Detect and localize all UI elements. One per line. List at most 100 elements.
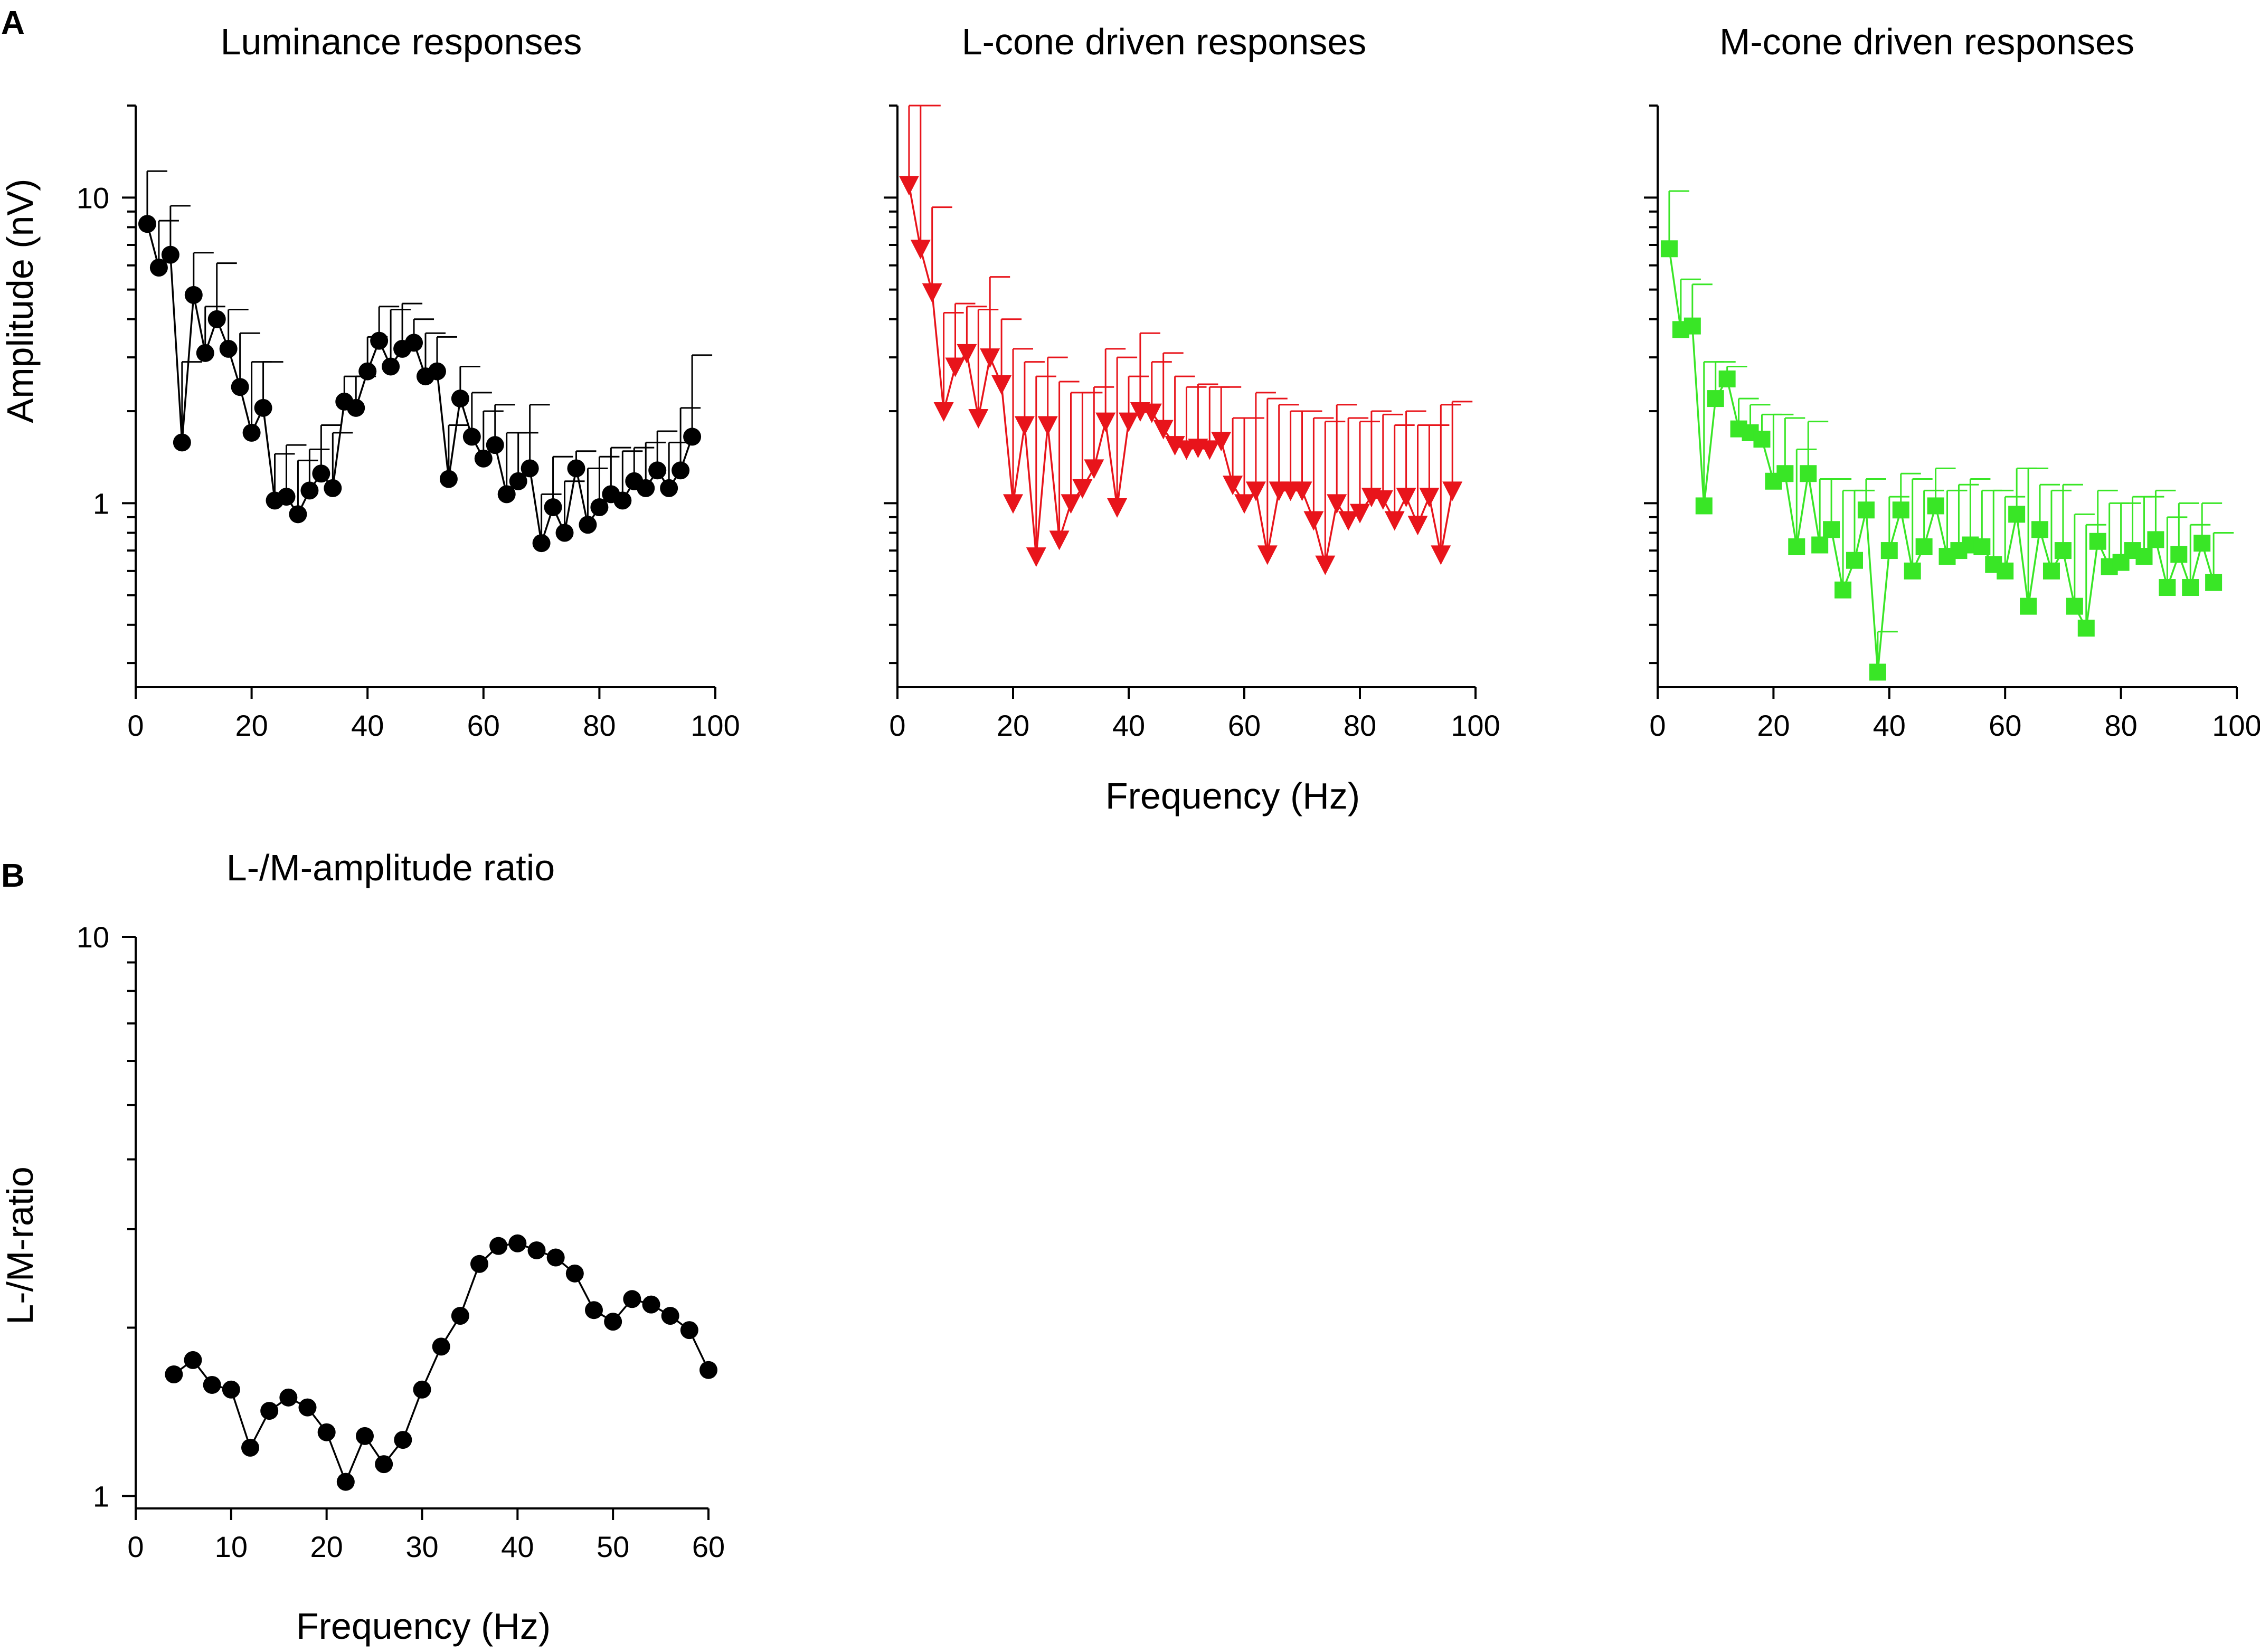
data-point-m-cone — [2077, 620, 2095, 637]
data-point-l-cone — [1384, 511, 1405, 531]
data-point-ratio — [604, 1313, 622, 1331]
x-tick-label-luminance: 0 — [127, 709, 144, 742]
data-point-luminance — [184, 286, 203, 304]
data-point-ratio — [585, 1301, 603, 1319]
data-point-l-cone — [991, 375, 1012, 395]
data-point-ratio — [375, 1455, 393, 1474]
x-tick-label-ratio: 10 — [215, 1530, 248, 1563]
x-tick-label-m-cone: 100 — [2212, 709, 2260, 742]
data-point-ratio — [623, 1290, 641, 1308]
data-point-m-cone — [2089, 533, 2106, 550]
data-point-m-cone — [1835, 581, 1852, 599]
data-point-ratio — [699, 1361, 717, 1379]
data-point-luminance — [358, 362, 377, 381]
data-point-l-cone — [1407, 516, 1428, 536]
data-point-luminance — [439, 470, 458, 488]
data-point-m-cone — [1880, 542, 1898, 559]
x-tick-label-luminance: 40 — [351, 709, 384, 742]
data-point-l-cone — [922, 283, 942, 303]
series-line-m-cone — [1668, 249, 2215, 672]
data-point-luminance — [138, 215, 156, 233]
data-point-m-cone — [1776, 465, 1794, 482]
data-point-m-cone — [1753, 431, 1771, 448]
data-point-m-cone — [2020, 597, 2037, 615]
chart-l-cone: L-cone driven responses 0 20 40 60 80 100 — [884, 21, 1500, 742]
data-point-l-cone — [1234, 494, 1254, 514]
data-point-m-cone — [1660, 240, 1678, 258]
chart-title-ratio: L-/M-amplitude ratio — [226, 847, 555, 888]
data-point-ratio — [451, 1307, 469, 1325]
data-point-l-cone — [1350, 504, 1370, 524]
data-point-ratio — [546, 1248, 565, 1267]
data-point-l-cone — [1153, 420, 1174, 440]
data-point-ratio — [356, 1427, 374, 1445]
data-point-ratio — [413, 1380, 431, 1399]
data-point-m-cone — [1707, 390, 1724, 407]
data-point-m-cone — [1904, 562, 1921, 580]
data-point-luminance — [242, 423, 261, 442]
x-tick-label-l-cone: 80 — [1344, 709, 1376, 742]
data-point-luminance — [555, 524, 574, 542]
panel-a-letter: A — [1, 5, 25, 41]
y-tick-label-luminance: 1 — [93, 487, 109, 520]
data-point-ratio — [241, 1438, 259, 1457]
data-point-l-cone — [1257, 545, 1278, 565]
data-point-l-cone — [980, 348, 1000, 368]
data-point-l-cone — [899, 176, 919, 196]
data-point-ratio — [489, 1237, 508, 1255]
x-tick-label-l-cone: 20 — [997, 709, 1029, 742]
data-point-l-cone — [1014, 416, 1035, 436]
data-point-m-cone — [1811, 536, 1829, 554]
panel-b-letter: B — [1, 858, 25, 894]
data-point-m-cone — [2182, 579, 2199, 596]
x-tick-label-ratio: 0 — [127, 1530, 144, 1563]
data-point-l-cone — [1049, 530, 1070, 550]
data-point-l-cone — [1245, 481, 1266, 501]
data-point-l-cone — [933, 402, 954, 422]
data-point-l-cone — [1107, 498, 1128, 518]
data-point-m-cone — [1915, 538, 1933, 555]
data-point-m-cone — [1788, 538, 1805, 555]
data-point-luminance — [370, 331, 389, 350]
data-point-l-cone — [1061, 494, 1081, 514]
chart-title-m-cone: M-cone driven responses — [1719, 21, 2134, 62]
y-tick-label-ratio: 10 — [77, 920, 109, 954]
data-point-m-cone — [2159, 579, 2176, 596]
data-point-luminance — [532, 534, 551, 553]
data-point-l-cone — [1003, 494, 1023, 514]
data-point-ratio — [527, 1241, 546, 1259]
data-point-l-cone — [1315, 555, 1336, 575]
data-point-l-cone — [1026, 547, 1046, 567]
data-point-l-cone — [1072, 479, 1093, 499]
x-tick-label-ratio: 60 — [692, 1530, 725, 1563]
data-point-m-cone — [1973, 538, 1991, 555]
data-point-luminance — [521, 459, 539, 478]
data-point-luminance — [196, 344, 214, 362]
y-tick-label-luminance: 10 — [77, 181, 109, 214]
data-point-luminance — [231, 378, 249, 396]
y-axis-label-luminance: Amplitude (nV) — [0, 179, 41, 423]
data-point-l-cone — [1373, 490, 1393, 510]
chart-title-l-cone: L-cone driven responses — [962, 21, 1367, 62]
series-line-l-cone — [908, 184, 1453, 565]
data-point-l-cone — [1037, 416, 1058, 436]
data-point-l-cone — [1084, 459, 1104, 479]
data-point-luminance — [428, 362, 446, 381]
x-tick-label-m-cone: 0 — [1649, 709, 1666, 742]
chart-title-luminance: Luminance responses — [221, 21, 582, 62]
data-point-m-cone — [1684, 317, 1701, 335]
data-point-luminance — [648, 461, 667, 480]
data-point-ratio — [203, 1375, 221, 1394]
data-point-l-cone — [1119, 412, 1139, 432]
data-point-ratio — [565, 1264, 584, 1283]
chart-ratio: L-/M-amplitude ratio L-/M-ratio Frequenc… — [0, 847, 725, 1647]
x-tick-label-luminance: 80 — [583, 709, 616, 742]
data-point-luminance — [219, 339, 238, 358]
data-point-m-cone — [1997, 562, 2014, 580]
x-tick-label-luminance: 60 — [467, 709, 500, 742]
data-point-luminance — [672, 461, 690, 480]
data-point-ratio — [508, 1234, 527, 1252]
data-point-luminance — [312, 464, 330, 483]
data-point-l-cone — [1419, 488, 1440, 508]
data-point-ratio — [470, 1255, 488, 1273]
